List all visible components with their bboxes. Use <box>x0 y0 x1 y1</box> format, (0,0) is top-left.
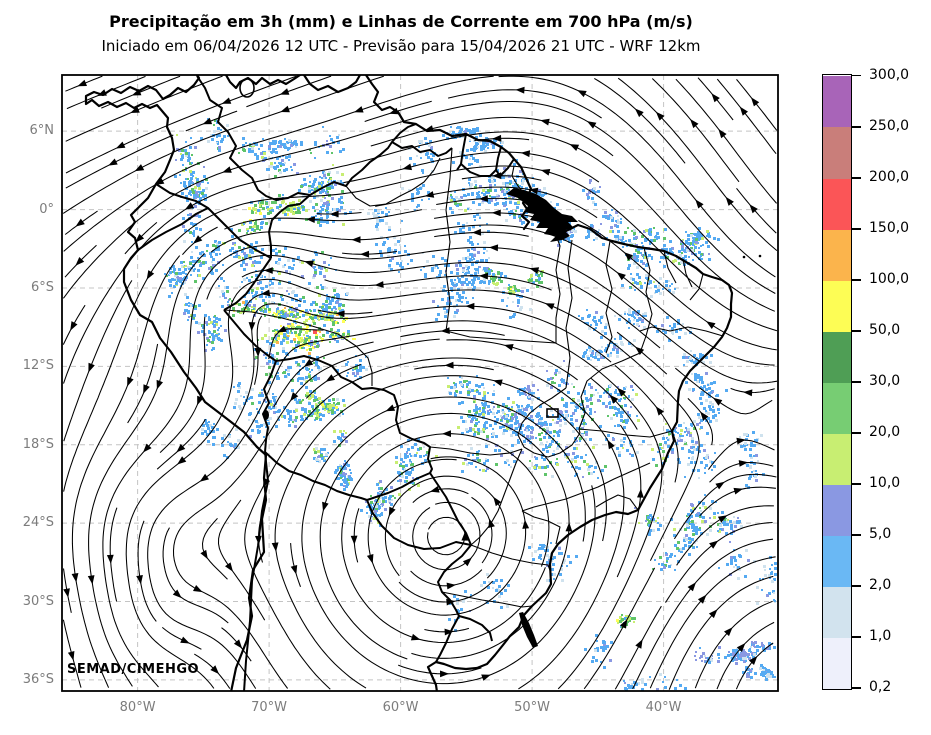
island-dot <box>758 254 762 258</box>
colorbar-tick <box>852 534 861 536</box>
colorbar <box>822 74 852 690</box>
axes-frame <box>61 74 779 692</box>
streamlines-layer <box>62 75 778 690</box>
colorbar-tick <box>852 483 861 485</box>
amazon-delta <box>506 188 578 242</box>
colorbar-segment <box>823 382 851 434</box>
precipitation-layer <box>164 118 777 691</box>
y-axis-tick-label: 36°S <box>22 671 54 687</box>
colorbar-tick-label: 1,0 <box>869 628 892 645</box>
y-axis-tick-label: 6°N <box>29 123 55 139</box>
colorbar-tick <box>852 125 861 128</box>
location-marker <box>546 408 559 418</box>
colorbar-tick <box>852 687 861 690</box>
colorbar-tick <box>852 74 861 77</box>
colorbar-segment <box>823 484 851 536</box>
colorbar-segment <box>823 126 851 179</box>
colorbar-tick <box>852 329 861 332</box>
colorbar-tick-label: 5,0 <box>869 526 892 543</box>
map-content <box>62 75 778 691</box>
lake-maracaibo <box>239 78 255 98</box>
colorbar-tick-label: 150,0 <box>869 219 910 236</box>
colorbar-segment <box>823 280 851 332</box>
lake-titicaca <box>263 410 269 420</box>
colorbar-tick <box>852 636 861 639</box>
colorbar-tick <box>852 176 861 179</box>
colorbar-tick <box>852 432 861 434</box>
x-axis-tick-label: 60°W <box>382 700 419 715</box>
x-axis-tick-label: 40°W <box>645 700 682 715</box>
country-borders <box>137 75 515 691</box>
x-axis-tick-label: 80°W <box>119 700 156 715</box>
y-axis-tick-label: 30°S <box>22 593 54 609</box>
colorbar-tick <box>852 278 861 281</box>
y-axis-tick-label: 12°S <box>22 358 54 374</box>
colorbar-tick-label: 250,0 <box>869 117 910 134</box>
grid <box>62 75 778 691</box>
y-axis-tick-label: 18°S <box>22 436 54 452</box>
colorbar-tick <box>852 381 861 383</box>
colorbar-segment <box>823 586 851 638</box>
colorbar-segment <box>823 331 851 383</box>
colorbar-tick <box>852 585 861 587</box>
state-borders <box>223 147 724 608</box>
colorbar-tick-label: 10,0 <box>869 475 901 492</box>
colorbar-tick-label: 30,0 <box>869 373 901 389</box>
patos-lagoon <box>519 612 538 648</box>
chart-subtitle: Iniciado em 06/04/2026 12 UTC - Previsão… <box>101 37 701 55</box>
colorbar-tick <box>852 227 861 230</box>
colorbar-segment <box>823 637 851 689</box>
colorbar-tick-label: 20,0 <box>869 424 901 441</box>
colorbar-segment <box>823 75 851 128</box>
x-axis-tick-label: 70°W <box>251 700 288 715</box>
chart-title: Precipitação em 3h (mm) e Linhas de Corr… <box>109 12 693 31</box>
colorbar-tick-label: 2,0 <box>869 577 892 594</box>
y-axis-tick-label: 6°S <box>30 279 54 295</box>
colorbar-segment <box>823 229 851 281</box>
watermark: SEMAD/CIMEHGO <box>67 662 200 677</box>
colorbar-tick-label: 100,0 <box>869 270 910 287</box>
colorbar-tick-label: 0,2 <box>869 679 892 696</box>
island-dot <box>742 255 746 259</box>
colorbar-tick-label: 200,0 <box>869 168 910 185</box>
colorbar-segment <box>823 178 851 230</box>
streamline-arrows <box>63 79 760 681</box>
x-axis-tick-label: 50°W <box>514 700 551 715</box>
colorbar-segment <box>823 535 851 587</box>
colorbar-tick-label: 300,0 <box>869 66 910 83</box>
colorbar-tick-label: 50,0 <box>869 321 901 338</box>
y-axis-tick-label: 0° <box>39 201 54 217</box>
colorbar-segment <box>823 433 851 485</box>
y-axis-tick-label: 24°S <box>22 515 54 531</box>
